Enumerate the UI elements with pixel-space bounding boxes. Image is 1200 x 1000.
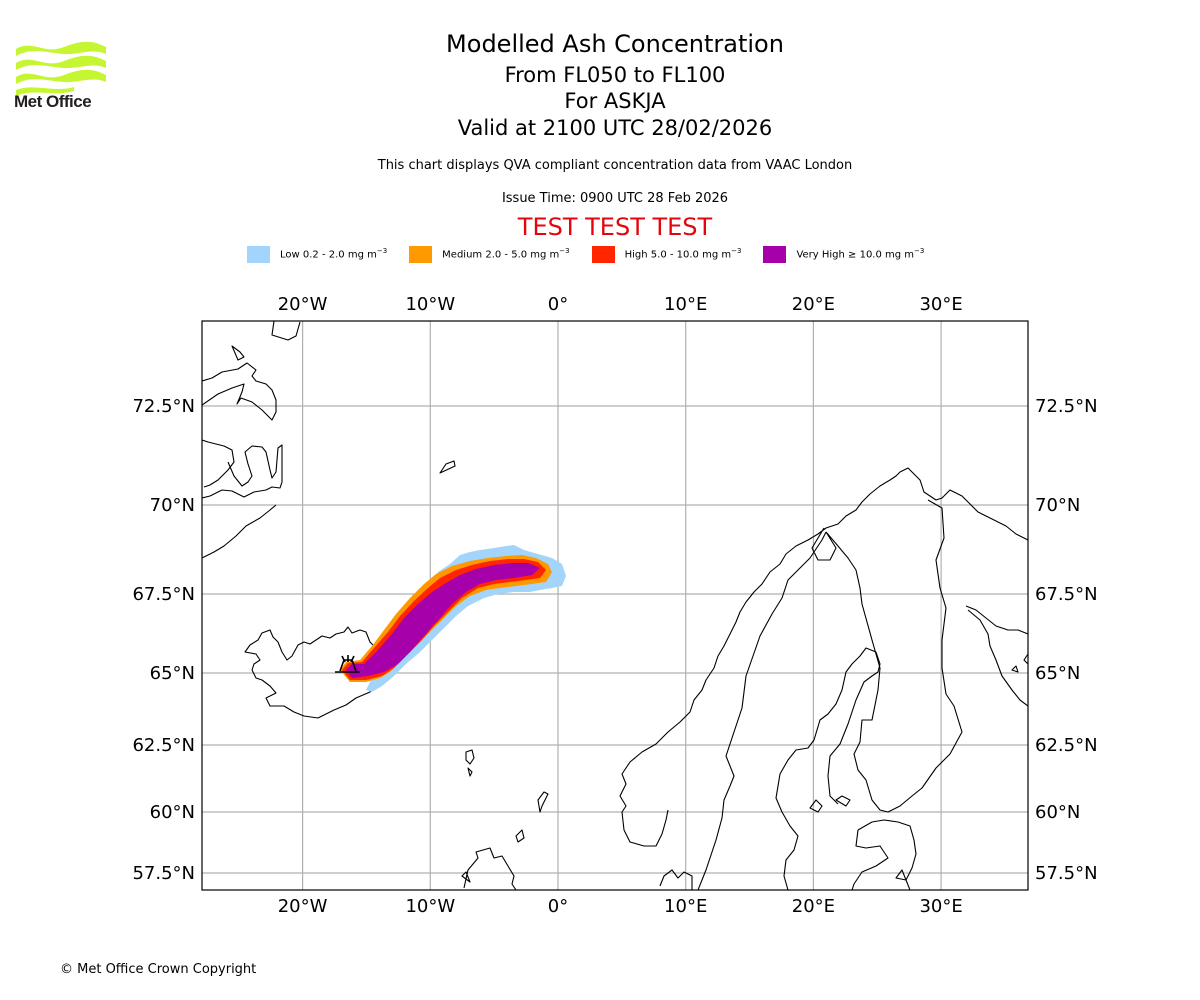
tick-label-lon-bottom: 20°W (278, 896, 328, 917)
coastline-baltic-estonia (809, 795, 917, 890)
coastline-scandinavia (619, 467, 1028, 890)
logo-text: Met Office (14, 92, 92, 111)
legend: Low 0.2 - 2.0 mg m−3 Medium 2.0 - 5.0 mg… (247, 244, 946, 264)
map-frame (201, 320, 1029, 891)
legend-label-high: High 5.0 - 10.0 mg m−3 (624, 247, 742, 261)
qva-note: This chart displays QVA compliant concen… (377, 158, 853, 173)
tick-label-lon-top: 0° (548, 294, 568, 315)
tick-label-lat-right: 57.5°N (1035, 863, 1098, 884)
coastline-gulf-of-bothnia (775, 647, 881, 890)
legend-item-low: Low 0.2 - 2.0 mg m−3 (247, 245, 388, 263)
tick-label-lon-top: 20°W (278, 294, 328, 315)
legend-label-medium: Medium 2.0 - 5.0 mg m−3 (442, 247, 570, 261)
copyright: © Met Office Crown Copyright (60, 962, 257, 977)
test-banner: TEST TEST TEST (517, 213, 713, 241)
legend-item-high: High 5.0 - 10.0 mg m−3 (591, 245, 742, 263)
tick-label-lat-left: 65°N (150, 663, 195, 684)
tick-label-lat-left: 70°N (150, 495, 195, 516)
plume-very-high-concentration (346, 563, 540, 678)
flight-level-range: From FL050 to FL100 (504, 63, 726, 87)
valid-time: Valid at 2100 UTC 28/02/2026 (457, 116, 773, 140)
tick-label-lat-right: 62.5°N (1035, 735, 1098, 756)
tick-labels: 20°W 20°W 10°W 10°W 0° 0° 10°E 10°E 20°E 20°E 30°E… (132, 294, 1097, 917)
tick-label-lon-top: 30°E (919, 294, 962, 315)
tick-label-lon-top: 20°E (792, 294, 835, 315)
tick-label-lat-left: 60°N (150, 802, 195, 823)
tick-label-lon-bottom: 10°E (664, 896, 707, 917)
tick-label-lat-left: 62.5°N (132, 735, 195, 756)
tick-label-lat-right: 67.5°N (1035, 584, 1098, 605)
tick-label-lon-bottom: 20°E (792, 896, 835, 917)
tick-label-lon-top: 10°E (664, 294, 707, 315)
tick-label-lat-left: 67.5°N (132, 584, 195, 605)
tick-label-lat-right: 72.5°N (1035, 396, 1098, 417)
legend-swatch-medium (409, 245, 433, 263)
met-office-logo-icon (16, 41, 106, 96)
coastline-russia-kola (965, 605, 1028, 707)
legend-swatch-high (591, 245, 615, 263)
legend-swatch-very-high (763, 245, 787, 263)
coastline-greenland (202, 321, 301, 559)
tick-label-lat-right: 70°N (1035, 495, 1080, 516)
issue-time: Issue Time: 0900 UTC 28 Feb 2026 (501, 191, 729, 206)
tick-label-lat-right: 60°N (1035, 802, 1080, 823)
ash-plume (340, 545, 566, 692)
legend-swatch-low (247, 245, 270, 263)
volcano-name: For ASKJA (564, 89, 666, 113)
legend-label-low: Low 0.2 - 2.0 mg m−3 (280, 247, 388, 261)
tick-label-lat-left: 72.5°N (132, 396, 195, 417)
tick-label-lon-bottom: 0° (548, 896, 568, 917)
legend-item-medium: Medium 2.0 - 5.0 mg m−3 (409, 245, 570, 263)
legend-label-very-high: Very High ≥ 10.0 mg m−3 (796, 247, 925, 261)
volcano-icon (335, 655, 360, 673)
gridlines (202, 321, 1028, 890)
tick-label-lon-bottom: 10°W (405, 896, 455, 917)
tick-label-lon-bottom: 30°E (919, 896, 962, 917)
legend-item-very-high: Very High ≥ 10.0 mg m−3 (763, 245, 925, 263)
tick-label-lat-left: 57.5°N (132, 863, 195, 884)
chart-title: Modelled Ash Concentration (446, 30, 784, 58)
tick-label-lat-right: 65°N (1035, 663, 1080, 684)
tick-label-lon-top: 10°W (405, 294, 455, 315)
